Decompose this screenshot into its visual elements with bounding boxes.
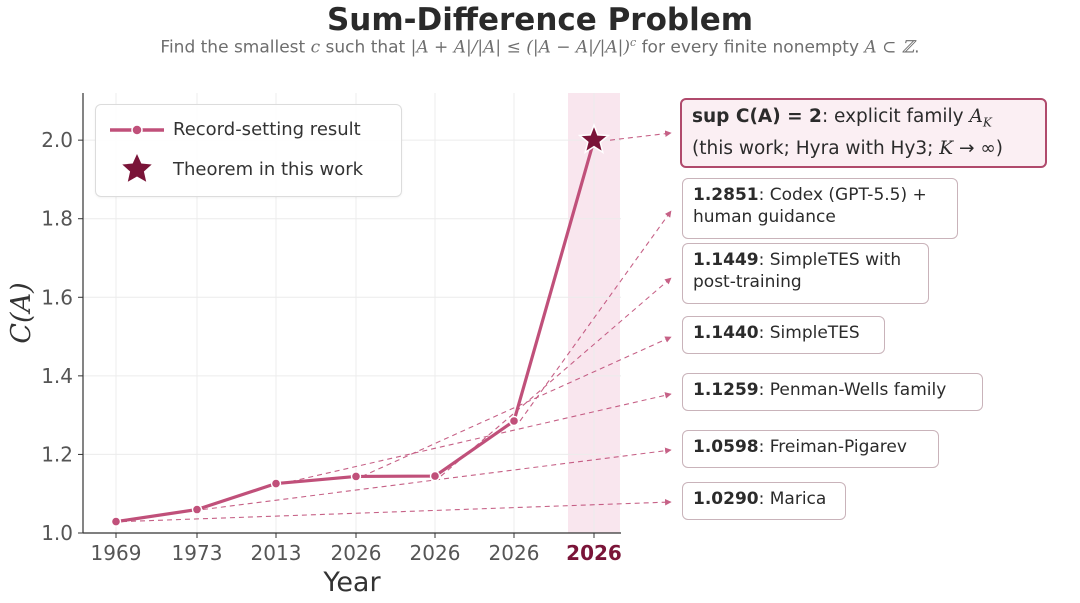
x-tick-label: 2026 — [566, 541, 622, 565]
x-axis-label: Year — [322, 567, 381, 598]
legend-star-swatch — [122, 154, 152, 182]
annotation-text: : SimpleTES with — [758, 250, 902, 270]
series-line — [115, 139, 596, 524]
annotation-value: 1.0598 — [693, 437, 759, 457]
annotation-value: 1.1449 — [693, 250, 759, 270]
chart-legend: Record-setting result Theorem in this wo… — [95, 104, 402, 197]
annotation-value: 1.0290 — [693, 489, 759, 509]
annotation-subscript: K — [982, 115, 992, 130]
annotation-arrow — [440, 277, 672, 477]
subtitle-set: A ⊂ ℤ — [864, 37, 915, 58]
annotation-math: A — [969, 106, 983, 127]
x-tick-label: 1969 — [91, 541, 142, 565]
annotation-text: : Codex (GPT-5.5) + — [758, 185, 927, 205]
chart-title: Sum-Difference Problem — [326, 2, 754, 38]
annotation-value: sup C(A) = 2 — [692, 106, 822, 127]
y-tick-label: 1.8 — [41, 207, 73, 231]
data-point — [350, 471, 362, 482]
annotation-math: K — [939, 137, 954, 159]
x-tick-label: 1973 — [172, 541, 223, 565]
data-point — [429, 470, 441, 482]
legend-item-record: Record-setting result — [96, 115, 401, 145]
x-tick-label: 2026 — [489, 541, 540, 565]
annotation-text: : Penman-Wells family — [758, 380, 947, 400]
annotation-simpletes-post: 1.1449: SimpleTES with post-training — [682, 243, 929, 304]
data-point — [110, 516, 122, 527]
y-axis-label: C(A) — [6, 282, 37, 343]
annotation-value: 1.1440 — [693, 323, 759, 343]
annotation-codex: 1.2851: Codex (GPT-5.5) + human guidance — [682, 178, 958, 239]
data-point — [508, 415, 520, 427]
y-tick-label: 1.0 — [41, 521, 73, 545]
annotation-arrow — [519, 210, 672, 422]
data-point — [191, 504, 203, 515]
y-tick-label: 2.0 — [41, 128, 73, 152]
annotation-penman-wells: 1.1259: Penman-Wells family — [682, 373, 983, 411]
subtitle-text: such that — [320, 37, 411, 58]
legend-item-theorem: Theorem in this work — [96, 154, 401, 184]
legend-label-theorem: Theorem in this work — [173, 159, 364, 180]
annotation-freiman-pigarev: 1.0598: Freiman-Pigarev — [682, 430, 939, 468]
annotation-text-line2: human guidance — [693, 207, 836, 227]
annotation-text: → ∞) — [953, 137, 1004, 159]
annotation-arrow — [121, 498, 672, 523]
theorem-star — [577, 123, 611, 154]
chart-subtitle: Find the smallest c such that |A + A|/|A… — [0, 36, 1080, 58]
annotation-value: 1.2851 — [693, 185, 759, 205]
data-point — [270, 478, 282, 489]
y-tick-label: 1.2 — [41, 442, 73, 466]
subtitle-text: for every finite nonempty — [636, 37, 865, 58]
x-tick-label: 2013 — [251, 541, 302, 565]
annotation-text: : Marica — [758, 489, 827, 509]
annotation-marica: 1.0290: Marica — [682, 482, 846, 520]
subtitle-formula: |A + A|/|A| ≤ (|A − A|/|A|) — [410, 37, 630, 58]
annotation-arrow — [609, 130, 672, 141]
annotation-text-line2: (this work; Hyra with Hy3; — [692, 137, 940, 159]
y-tick-label: 1.4 — [41, 364, 73, 388]
annotation-text: : explicit family — [821, 106, 970, 127]
subtitle-var: c — [310, 37, 321, 58]
annotation-text-line2: post-training — [693, 272, 802, 292]
annotation-text: : Freiman-Pigarev — [758, 437, 907, 457]
annotation-value: 1.1259 — [693, 380, 759, 400]
annotation-theorem: sup C(A) = 2: explicit family AK (this w… — [680, 98, 1047, 168]
annotation-simpletes: 1.1440: SimpleTES — [682, 316, 885, 354]
annotation-text: : SimpleTES — [758, 323, 860, 343]
y-tick-label: 1.6 — [41, 285, 73, 309]
annotation-arrow — [361, 336, 672, 477]
subtitle-text: . — [914, 37, 920, 58]
x-tick-label: 2026 — [410, 541, 461, 565]
legend-label-record: Record-setting result — [173, 119, 361, 140]
subtitle-text: Find the smallest — [160, 37, 311, 58]
legend-line-swatch — [110, 124, 164, 136]
x-tick-label: 2026 — [331, 541, 382, 565]
annotation-arrow — [281, 392, 672, 485]
subtitle-exponent: c — [630, 36, 637, 49]
